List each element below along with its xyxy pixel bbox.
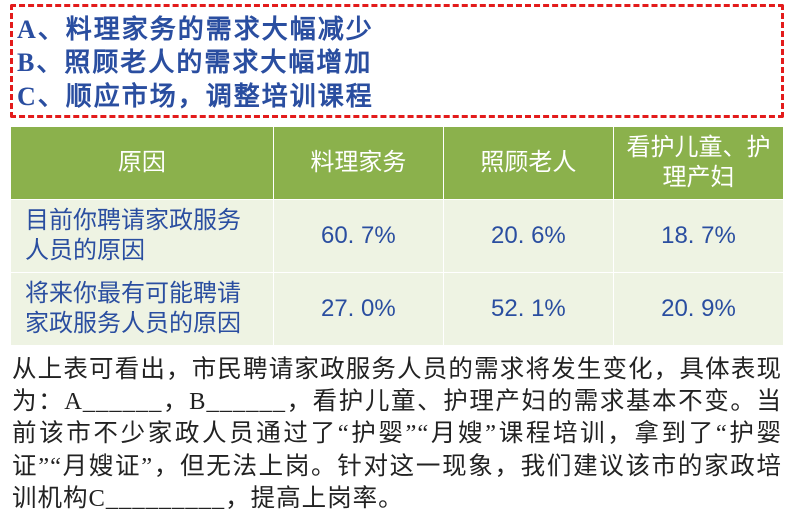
- row-label-current: 目前你聘请家政服务人员的原因: [11, 199, 274, 272]
- answer-a-text: 料理家务的需求大幅减少: [66, 15, 374, 44]
- cell-value: 20. 9%: [613, 272, 783, 345]
- col-header-housework: 料理家务: [273, 126, 443, 199]
- table-row: 将来你最有可能聘请家政服务人员的原因 27. 0% 52. 1% 20. 9%: [11, 272, 784, 345]
- answer-a: A、料理家务的需求大幅减少: [17, 13, 771, 46]
- answer-c-label: C、: [17, 82, 66, 111]
- cell-value: 20. 6%: [443, 199, 613, 272]
- table-header-row: 原因 料理家务 照顾老人 看护儿童、护理产妇: [11, 126, 784, 199]
- answer-a-label: A、: [17, 15, 66, 44]
- cell-value: 27. 0%: [273, 272, 443, 345]
- col-header-elderly: 照顾老人: [443, 126, 613, 199]
- col-header-reason: 原因: [11, 126, 274, 199]
- cell-value: 52. 1%: [443, 272, 613, 345]
- cell-value: 18. 7%: [613, 199, 783, 272]
- col-header-childcare: 看护儿童、护理产妇: [613, 126, 783, 199]
- answer-c: C、顺应市场，调整培训课程: [17, 80, 771, 113]
- question-paragraph: 从上表可看出，市民聘请家政服务人员的需求将发生变化，具体表现为：A______，…: [10, 354, 784, 515]
- answer-c-text: 顺应市场，调整培训课程: [66, 82, 374, 111]
- answer-b-text: 照顾老人的需求大幅增加: [64, 48, 372, 77]
- table-row: 目前你聘请家政服务人员的原因 60. 7% 20. 6% 18. 7%: [11, 199, 784, 272]
- table-body: 目前你聘请家政服务人员的原因 60. 7% 20. 6% 18. 7% 将来你最…: [11, 199, 784, 345]
- answers-box: A、料理家务的需求大幅减少 B、照顾老人的需求大幅增加 C、顺应市场，调整培训课…: [10, 4, 784, 118]
- survey-table: 原因 料理家务 照顾老人 看护儿童、护理产妇 目前你聘请家政服务人员的原因 60…: [10, 126, 784, 346]
- answer-b: B、照顾老人的需求大幅增加: [17, 46, 771, 79]
- cell-value: 60. 7%: [273, 199, 443, 272]
- answer-b-label: B、: [17, 48, 64, 77]
- row-label-future: 将来你最有可能聘请家政服务人员的原因: [11, 272, 274, 345]
- table-header: 原因 料理家务 照顾老人 看护儿童、护理产妇: [11, 126, 784, 199]
